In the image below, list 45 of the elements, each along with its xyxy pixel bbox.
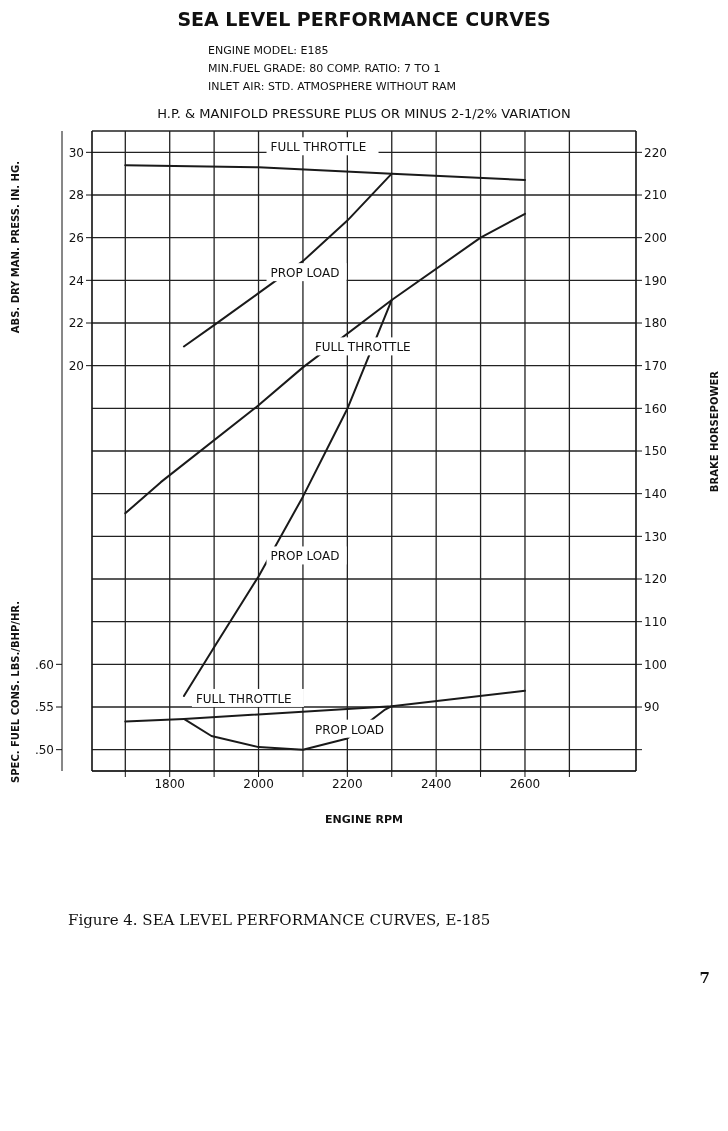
y2-tick-label: 130 (644, 529, 667, 544)
series-label: FULL THROTTLE (314, 340, 411, 355)
y2-tick-label: 120 (644, 572, 667, 587)
caption: Figure 4. SEA LEVEL PERFORMANCE CURVES, E-185 (68, 911, 492, 929)
chart-title: SEA LEVEL PERFORMANCE CURVES (176, 8, 552, 30)
y-tick-label: 24 (68, 273, 84, 288)
y2-tick-label: 190 (644, 273, 667, 288)
x-axis-title: ENGINE RPM (325, 813, 403, 826)
y2-tick-label: 150 (644, 444, 667, 459)
y-tick-label: 26 (68, 230, 84, 245)
y-tick-label: 20 (68, 358, 84, 373)
y2-tick-label: 90 (644, 700, 660, 715)
y2-tick-label: 180 (644, 316, 667, 331)
y-tick-label: 22 (68, 316, 84, 331)
y2-tick-label: 200 (644, 230, 667, 245)
chart-subtitle: H.P. & MANIFOLD PRESSURE PLUS OR MINUS 2-1/2% VARIATION (156, 106, 572, 121)
series-label: PROP LOAD (270, 549, 340, 564)
series-label: PROP LOAD (314, 722, 384, 737)
text: 7 (698, 969, 710, 987)
y-tick-label: 30 (68, 145, 84, 160)
series-label: FULL THROTTLE (270, 140, 367, 155)
y3-tick-label: .55 (34, 700, 54, 715)
y2-tick-label: 110 (644, 614, 667, 629)
x-tick-label: 2200 (332, 776, 363, 791)
text: ENGINE MODEL: E185 (208, 43, 330, 59)
x-tick-label: 2400 (420, 776, 452, 791)
y2-tick-label: 210 (644, 188, 667, 203)
x-tick-label: 2000 (243, 776, 274, 791)
text: INLET AIR: STD. ATMOSPHERE WITHOUT RAM (208, 79, 457, 95)
x-tick-label: 2600 (509, 776, 541, 791)
y2-tick-label: 220 (644, 145, 667, 160)
series-label: PROP LOAD (270, 266, 340, 281)
y-tick-label: 28 (68, 188, 84, 203)
x-tick-label: 1800 (154, 776, 185, 791)
y3-tick-label: .60 (34, 657, 54, 672)
text: MIN.FUEL GRADE: 80 COMP. RATIO: 7 TO 1 (208, 61, 442, 77)
series-label: FULL THROTTLE (195, 691, 292, 706)
y2-tick-label: 160 (644, 401, 667, 416)
y2-tick-label: 100 (644, 657, 667, 672)
y3-tick-label: .50 (34, 742, 54, 757)
y-axis-title: ABS. DRY MAN. PRESS. IN. HG. (10, 161, 21, 334)
y2-tick-label: 140 (644, 486, 667, 501)
y2-tick-label: 170 (644, 358, 667, 373)
y3-axis-title: SPEC. FUEL CONS. LBS./BHP/HR. (10, 601, 21, 783)
y2-axis-title: BRAKE HORSEPOWER (709, 371, 720, 493)
